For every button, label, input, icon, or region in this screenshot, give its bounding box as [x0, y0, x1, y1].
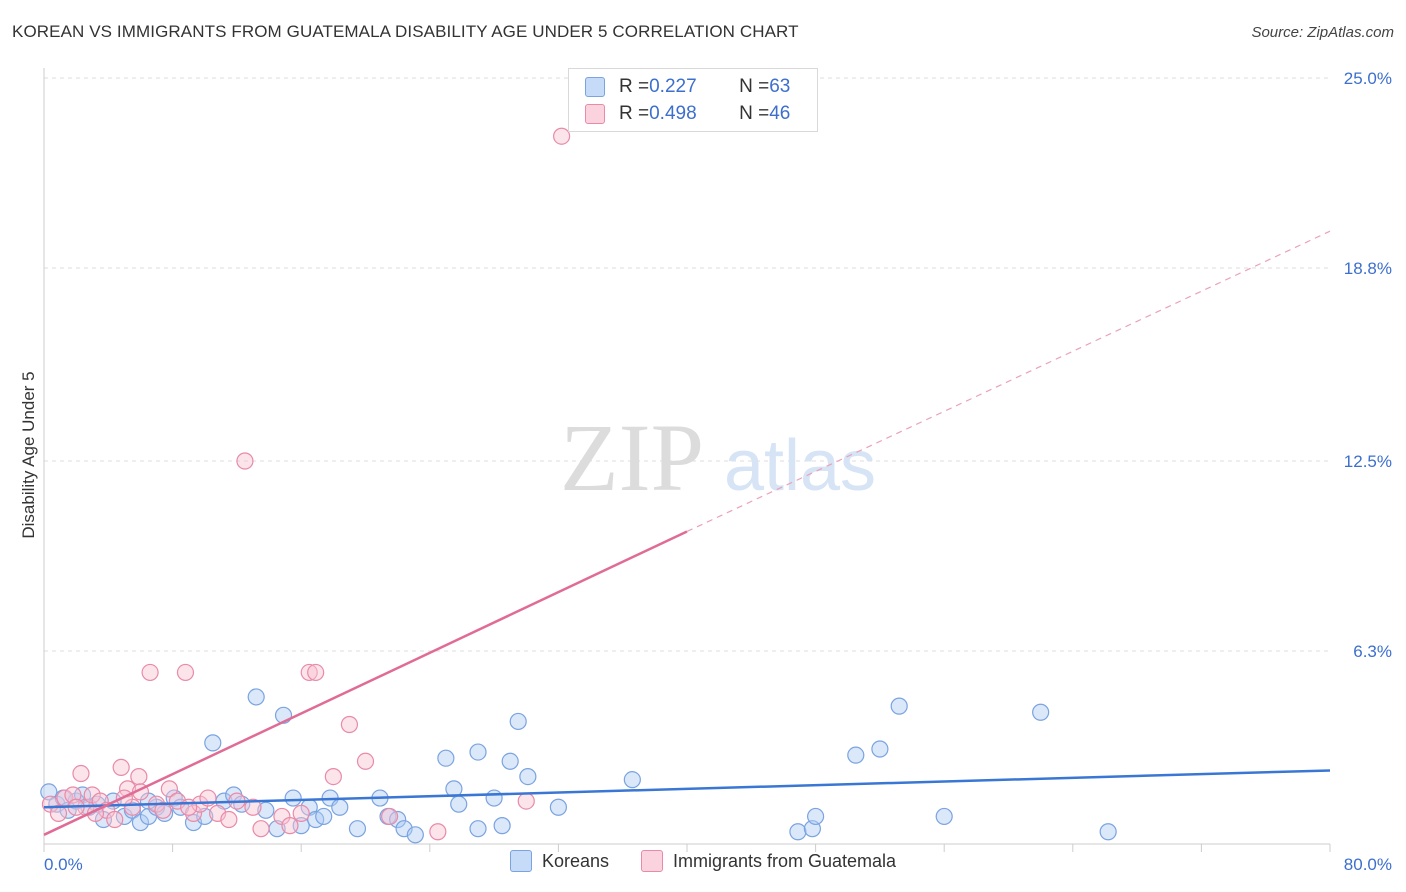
guatemala-point: [300, 663, 318, 682]
korean-point: [247, 688, 265, 706]
korean-point: [509, 712, 527, 731]
legend-r-label: R =: [619, 103, 650, 124]
korean-point: [437, 749, 455, 767]
korean-point: [315, 807, 333, 826]
legend-n-label: N =: [739, 103, 770, 124]
korean-trend-line: [43, 769, 1331, 809]
legend-n-label: N =: [739, 76, 770, 97]
legend-swatch-koreans: [585, 77, 605, 97]
korean-point: [871, 740, 889, 758]
tick-labels: 6.3% 12.5% 18.8% 25.0% 0.0% 80.0%: [44, 69, 1392, 874]
korean-point: [806, 807, 825, 826]
korean-point: [623, 771, 641, 789]
correlation-legend: R = 0.227 N = 63 R = 0.498 N = 46: [568, 68, 818, 132]
guatemala-point: [72, 764, 90, 783]
legend-row-koreans: R = 0.227 N = 63: [585, 73, 790, 101]
guatemala-point: [381, 807, 399, 826]
legend-swatch-koreans: [509, 850, 532, 872]
guatemala-point: [429, 823, 447, 841]
korean-point: [469, 820, 487, 838]
legend-label-koreans: Koreans: [541, 850, 609, 871]
y-tick-label: 18.8%: [1344, 259, 1392, 278]
grid-lines: [44, 77, 1330, 652]
korean-point: [257, 801, 275, 819]
y-tick-label: 25.0%: [1344, 69, 1392, 88]
guatemala-point: [252, 820, 270, 838]
korean-point: [789, 823, 807, 841]
korean-point: [519, 767, 537, 786]
guatemala-point: [180, 798, 198, 816]
legend-row-guatemala: R = 0.498 N = 46: [585, 100, 790, 128]
legend-swatch-guatemala: [640, 850, 663, 872]
x-tick-label: 80.0%: [1344, 855, 1392, 874]
legend-r-value: 0.227: [649, 76, 697, 97]
chart-title: KOREAN VS IMMIGRANTS FROM GUATEMALA DISA…: [12, 22, 799, 41]
korean-point: [165, 789, 183, 807]
guatemala-point: [106, 810, 124, 829]
guatemala-trend-line: [43, 530, 688, 836]
legend-item-guatemala: Immigrants from Guatemala: [640, 850, 897, 872]
korean-point: [890, 697, 908, 715]
watermark: ZIP atlas: [560, 404, 876, 511]
korean-point: [935, 807, 953, 826]
legend-label-guatemala: Immigrants from Guatemala: [672, 850, 897, 871]
guatemala-point: [292, 804, 310, 822]
guatemala-point: [307, 663, 325, 682]
axes: [43, 68, 1331, 852]
korean-point: [485, 789, 503, 807]
korean-point: [1032, 703, 1050, 721]
guatemala-point: [141, 663, 159, 682]
guatemala-point: [176, 663, 195, 682]
legend-r-label: R =: [619, 76, 650, 97]
guatemala-point: [356, 752, 375, 770]
korean-point: [549, 798, 568, 816]
trend-lines: [43, 230, 1331, 836]
legend-item-koreans: Koreans: [509, 850, 609, 872]
guatemala-point: [236, 452, 254, 470]
korean-point: [469, 743, 487, 761]
guatemala-point: [130, 767, 148, 786]
korean-point: [204, 734, 222, 752]
guatemala-point: [112, 758, 130, 777]
legend-swatch-guatemala: [585, 104, 605, 124]
source-label: Source: ZipAtlas.com: [1251, 24, 1394, 41]
korean-point: [1099, 823, 1117, 841]
guatemala-point: [160, 780, 178, 798]
korean-point: [233, 795, 251, 813]
guatemala-point: [49, 804, 68, 822]
x-tick-label: 0.0%: [44, 855, 83, 874]
guatemala-point: [553, 127, 571, 145]
korean-point: [847, 746, 865, 764]
y-tick-label: 6.3%: [1353, 642, 1392, 661]
korean-point: [348, 820, 367, 838]
legend-n-value: 46: [769, 103, 791, 124]
guatemala-point: [244, 798, 262, 816]
guatemala-point: [324, 767, 342, 786]
korean-point: [284, 789, 302, 807]
guatemala-point: [340, 715, 359, 734]
korean-point: [450, 795, 468, 813]
guatemala-point: [220, 810, 238, 829]
korean-point: [493, 817, 511, 835]
watermark-atlas: atlas: [724, 426, 876, 506]
watermark-zip: ZIP: [560, 404, 704, 511]
guatemala-point: [281, 817, 299, 835]
guatemala-point: [154, 801, 172, 819]
legend-r-value: 0.498: [649, 103, 697, 124]
y-tick-label: 12.5%: [1344, 452, 1392, 471]
data-points: [40, 127, 1117, 844]
korean-point: [406, 826, 424, 844]
legend-n-value: 63: [769, 76, 791, 97]
korean-point: [501, 752, 519, 770]
korean-point: [331, 798, 349, 816]
y-axis-label: Disability Age Under 5: [19, 371, 38, 538]
guatemala-trend-extension: [686, 230, 1331, 533]
korean-point: [445, 780, 463, 798]
series-legend: Koreans Immigrants from Guatemala: [0, 850, 1406, 872]
guatemala-point: [517, 792, 535, 810]
